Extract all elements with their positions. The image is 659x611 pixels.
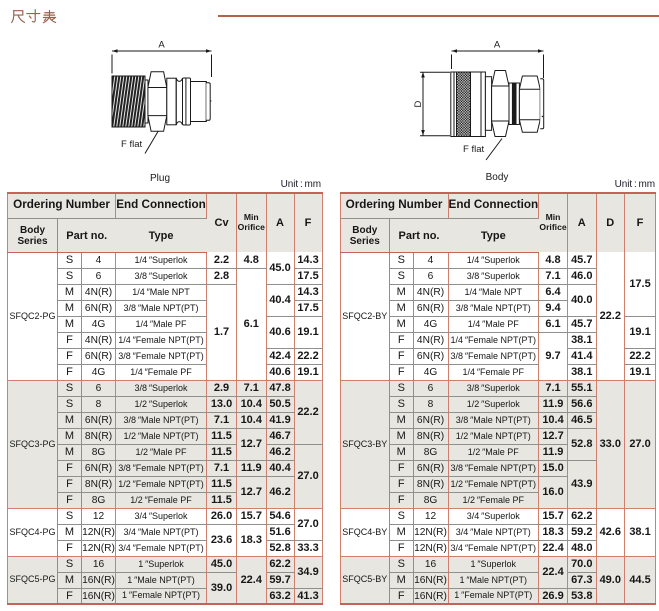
svg-text:D: D <box>413 100 424 107</box>
svg-text:F flat: F flat <box>121 139 142 150</box>
svg-text:F flat: F flat <box>463 144 484 155</box>
svg-text:A: A <box>158 40 165 51</box>
svg-text:A: A <box>494 40 501 51</box>
svg-text:Plug: Plug <box>150 173 170 184</box>
svg-text:Body: Body <box>486 172 509 183</box>
